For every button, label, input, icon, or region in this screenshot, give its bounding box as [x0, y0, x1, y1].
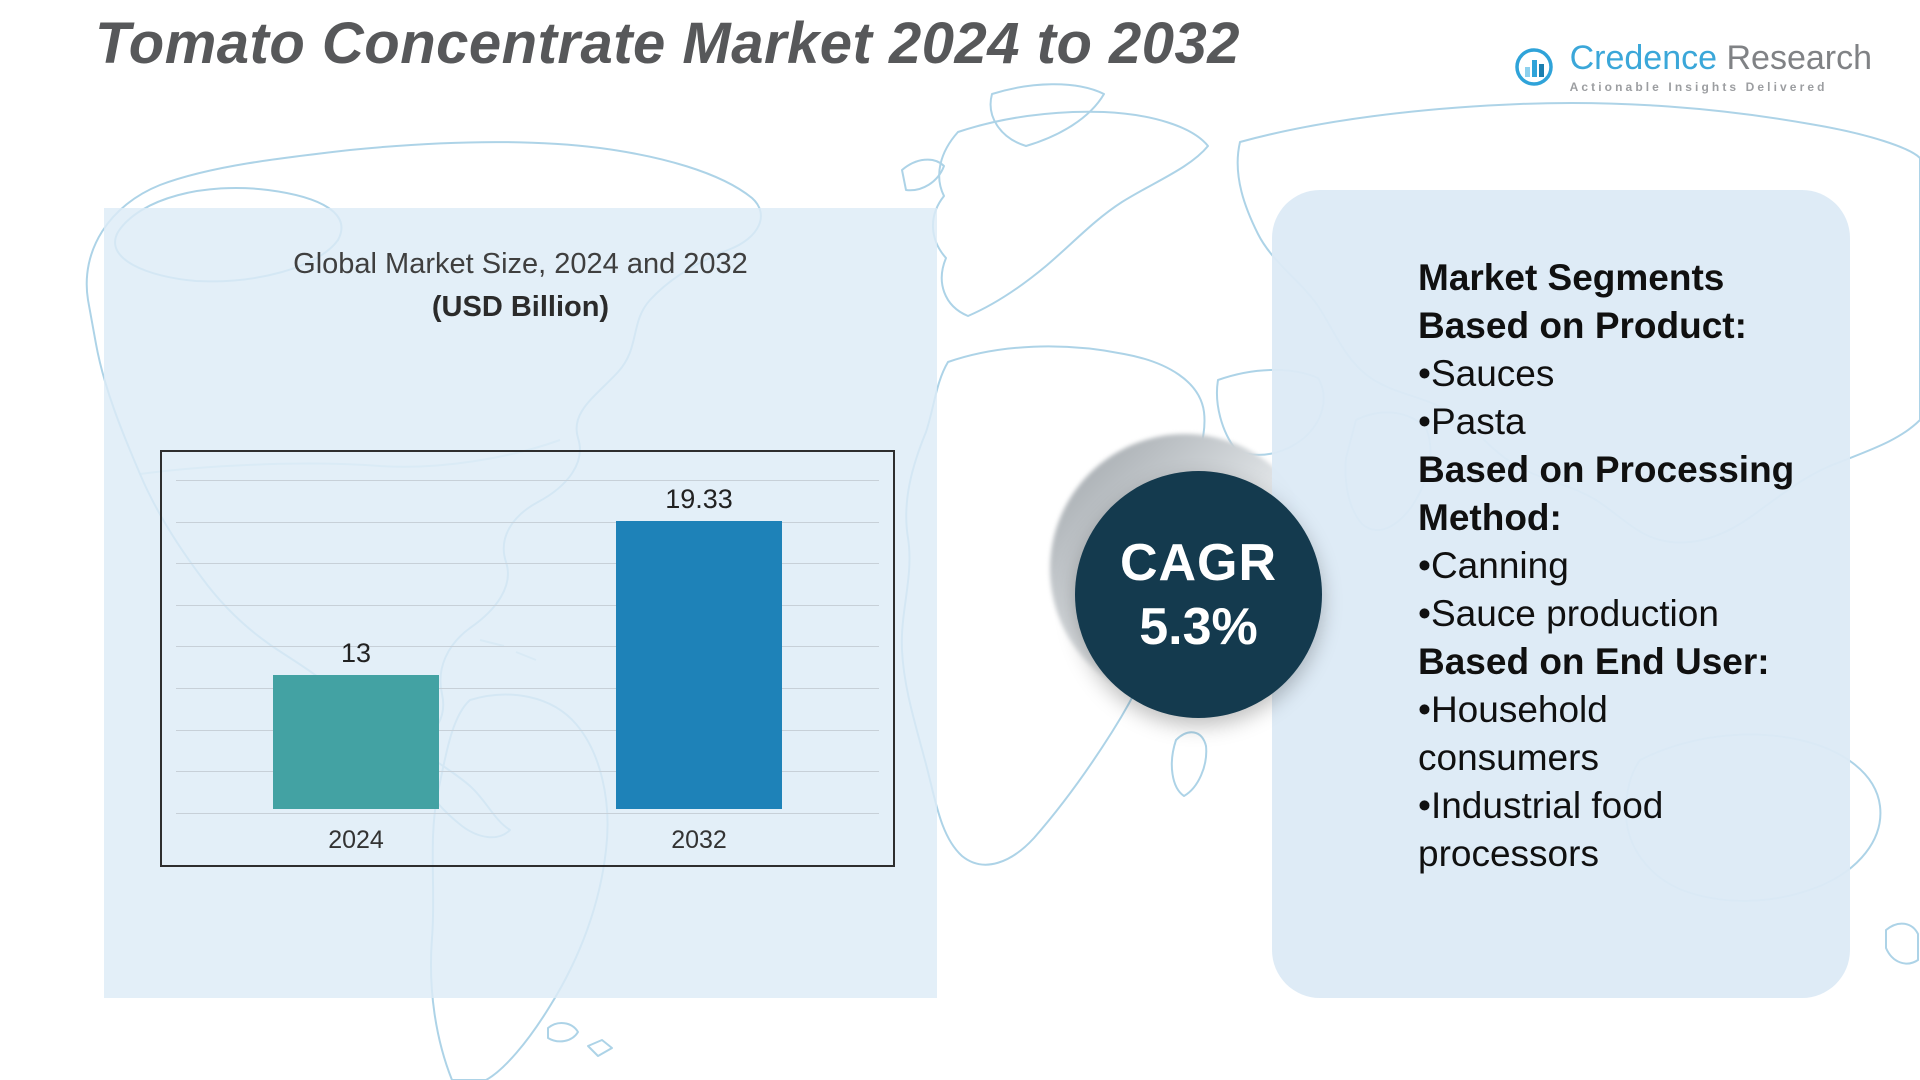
brand-name-first: Credence: [1569, 39, 1718, 77]
brand-name: Credence Research: [1570, 40, 1872, 76]
bar-column: 19.33 2032: [616, 484, 782, 854]
cagr-label: CAGR: [1119, 533, 1278, 592]
gridline: [176, 563, 879, 565]
segment-bullet: •Household consumers: [1418, 689, 1608, 778]
brand-tagline: Actionable Insights Delivered: [1569, 80, 1828, 94]
segment-bullet: •Industrial food processors: [1418, 785, 1664, 874]
market-segments-panel: Market Segments Based on Product: •Sauces…: [1272, 190, 1850, 998]
gridline: [176, 521, 879, 523]
bar-chart: 13 2024 19.33 2032: [160, 450, 895, 867]
segment-bullet: •Pasta: [1418, 401, 1526, 442]
segment-bullet: •Sauces: [1418, 353, 1555, 394]
gridline: [176, 688, 879, 689]
segment-bullet: •Sauce production: [1418, 593, 1719, 634]
segments-list: Market Segments Based on Product: •Sauces…: [1418, 254, 1822, 878]
segment-heading: Market Segments Based on Product:: [1418, 257, 1747, 346]
bar-category-label: 2024: [328, 826, 384, 854]
bar-2024: [273, 675, 439, 809]
segment-bullet: •Canning: [1418, 545, 1569, 586]
cagr-badge: CAGR 5.3%: [1075, 471, 1322, 718]
chart-title: Global Market Size, 2024 and 2032: [293, 248, 748, 280]
chart-bars: 13 2024 19.33 2032: [162, 484, 893, 854]
gridline: [176, 729, 879, 731]
brand-logo-icon: [1514, 48, 1553, 86]
gridline: [176, 771, 879, 773]
gridline: [176, 646, 879, 648]
gridline: [176, 812, 879, 814]
brand-text: Credence Research Actionable Insights De…: [1570, 40, 1872, 94]
market-size-panel: Global Market Size, 2024 and 2032 (USD B…: [104, 208, 937, 998]
bar-column: 13 2024: [273, 638, 439, 854]
gridline: [176, 480, 879, 481]
gridline: [176, 604, 879, 606]
bar-category-label: 2032: [671, 826, 727, 854]
segment-heading: Based on End User:: [1418, 641, 1770, 682]
bar-value-label: 19.33: [665, 484, 733, 514]
bar-value-label: 13: [340, 638, 372, 668]
brand-name-second: Research: [1726, 39, 1872, 77]
bar-2032: [616, 521, 782, 809]
segment-heading: Based on Processing Method:: [1418, 449, 1795, 538]
brand-logo: Credence Research Actionable Insights De…: [1510, 40, 1872, 94]
page-title: Tomato Concentrate Market 2024 to 2032: [95, 11, 1241, 76]
cagr-value: 5.3%: [1139, 597, 1258, 656]
chart-subtitle: (USD Billion): [431, 291, 610, 323]
